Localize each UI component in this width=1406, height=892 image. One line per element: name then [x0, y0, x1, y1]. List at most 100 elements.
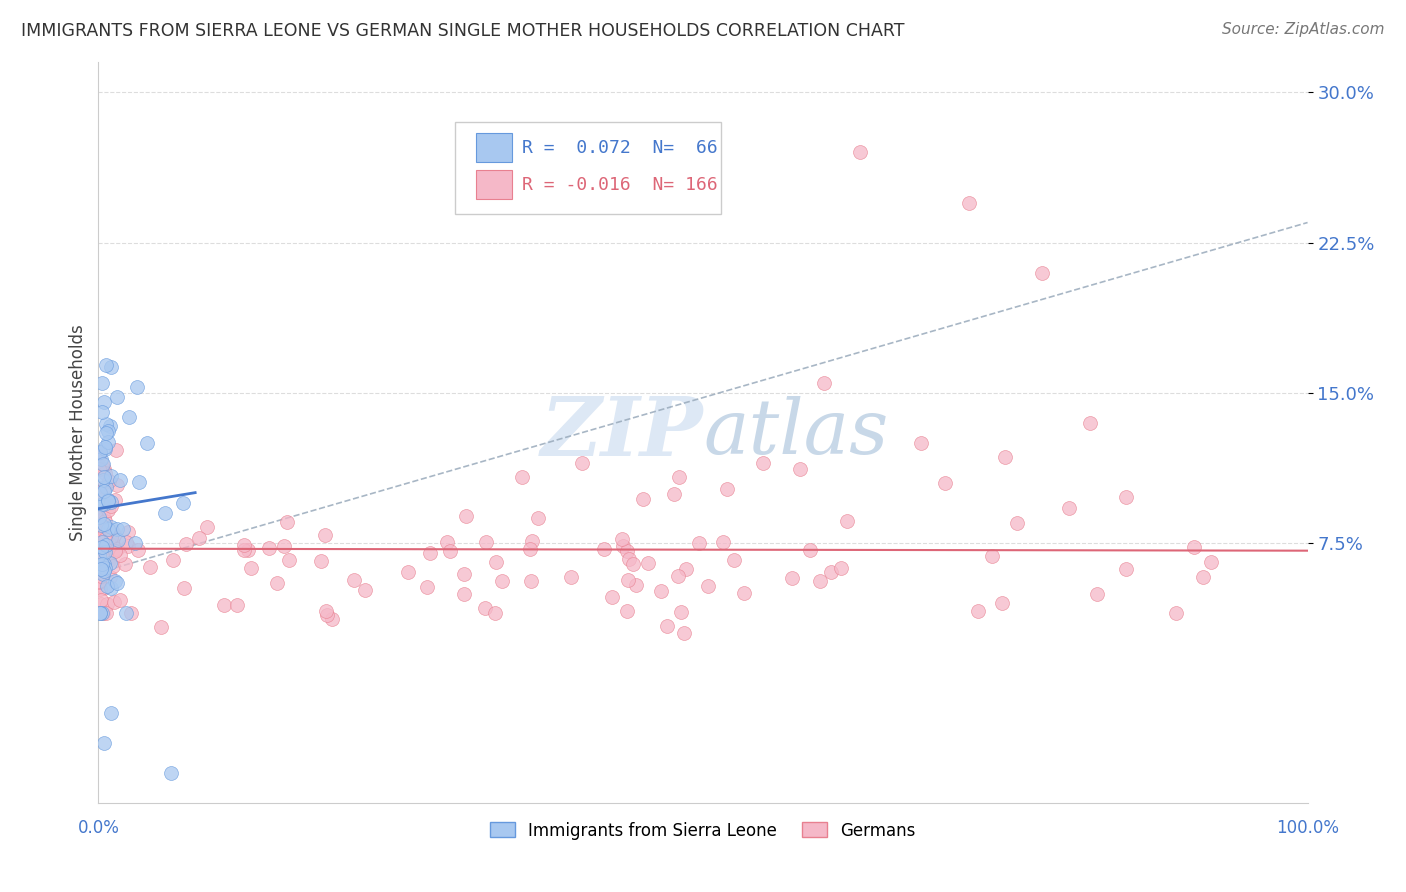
Point [89, 574, 111, 588]
FancyBboxPatch shape [475, 133, 512, 162]
Point [617, 552, 640, 566]
FancyBboxPatch shape [456, 121, 721, 214]
Point [87, 449, 110, 463]
Point [96, 540, 118, 554]
Point [87, 510, 110, 524]
Point [107, 533, 129, 547]
Point [716, 482, 738, 496]
Point [273, 539, 295, 553]
Point [98, 419, 121, 434]
Point [174, 537, 197, 551]
Point [90, 451, 112, 466]
Point [91, 524, 114, 538]
Point [276, 515, 298, 529]
Point [94, 358, 117, 372]
Point [139, 559, 162, 574]
Text: 100.0%: 100.0% [1277, 819, 1339, 837]
Point [1115, 490, 1137, 504]
Point [103, 528, 125, 542]
Point [120, 606, 142, 620]
Point [100, 494, 122, 508]
Point [669, 605, 692, 619]
Point [94, 417, 117, 431]
Point [90, 518, 112, 533]
Point [91, 540, 114, 554]
Point [675, 562, 697, 576]
Point [837, 514, 859, 528]
Point [668, 569, 690, 583]
Point [94, 544, 117, 558]
Point [934, 475, 956, 490]
Point [93, 516, 115, 531]
Point [100, 581, 122, 595]
Point [662, 487, 685, 501]
Point [657, 619, 679, 633]
Point [571, 456, 593, 470]
Point [93, 466, 115, 480]
Point [91, 457, 114, 471]
Point [104, 574, 127, 588]
Point [97, 522, 120, 536]
Point [94, 515, 117, 529]
Point [94, 442, 117, 456]
Point [239, 560, 262, 574]
Point [98, 556, 121, 570]
Point [96, 424, 118, 438]
Point [104, 544, 127, 558]
Point [93, 528, 115, 542]
Point [711, 535, 734, 549]
Point [117, 539, 139, 553]
Point [97, 434, 120, 449]
Point [90, 593, 112, 607]
Point [723, 553, 745, 567]
Point [89, 485, 111, 500]
Point [967, 604, 990, 618]
Point [416, 580, 439, 594]
Point [100, 500, 122, 514]
Point [91, 533, 114, 547]
Text: IMMIGRANTS FROM SIERRA LEONE VS GERMAN SINGLE MOTHER HOUSEHOLDS CORRELATION CHAR: IMMIGRANTS FROM SIERRA LEONE VS GERMAN S… [21, 22, 904, 40]
Point [91, 457, 114, 471]
Point [626, 578, 648, 592]
Point [266, 576, 288, 591]
Point [616, 573, 638, 587]
Point [94, 440, 117, 454]
Point [688, 536, 710, 550]
Point [128, 475, 150, 489]
Text: 0.0%: 0.0% [77, 819, 120, 837]
Point [697, 579, 720, 593]
Point [672, 625, 695, 640]
Point [100, 706, 122, 720]
Point [799, 543, 821, 558]
Point [87, 558, 110, 573]
Point [93, 394, 115, 409]
Point [104, 492, 127, 507]
Point [93, 582, 115, 596]
Point [87, 446, 110, 460]
Point [93, 564, 115, 578]
Point [103, 595, 125, 609]
Point [1057, 500, 1080, 515]
Point [650, 583, 672, 598]
Point [90, 521, 112, 535]
Point [96, 533, 118, 548]
Point [1192, 569, 1215, 583]
Point [453, 567, 475, 582]
Point [93, 480, 115, 494]
Point [90, 562, 112, 576]
Point [436, 535, 458, 549]
Point [89, 485, 111, 500]
Text: Source: ZipAtlas.com: Source: ZipAtlas.com [1222, 22, 1385, 37]
Point [104, 541, 127, 556]
Point [354, 583, 377, 598]
Point [94, 538, 117, 552]
Text: R = -0.016  N= 166: R = -0.016 N= 166 [522, 176, 717, 194]
Point [631, 491, 654, 506]
Point [637, 557, 659, 571]
Point [118, 409, 141, 424]
Point [173, 581, 195, 595]
Point [105, 390, 128, 404]
Text: R =  0.072  N=  66: R = 0.072 N= 66 [522, 138, 717, 157]
Point [612, 539, 634, 553]
Point [89, 545, 111, 559]
